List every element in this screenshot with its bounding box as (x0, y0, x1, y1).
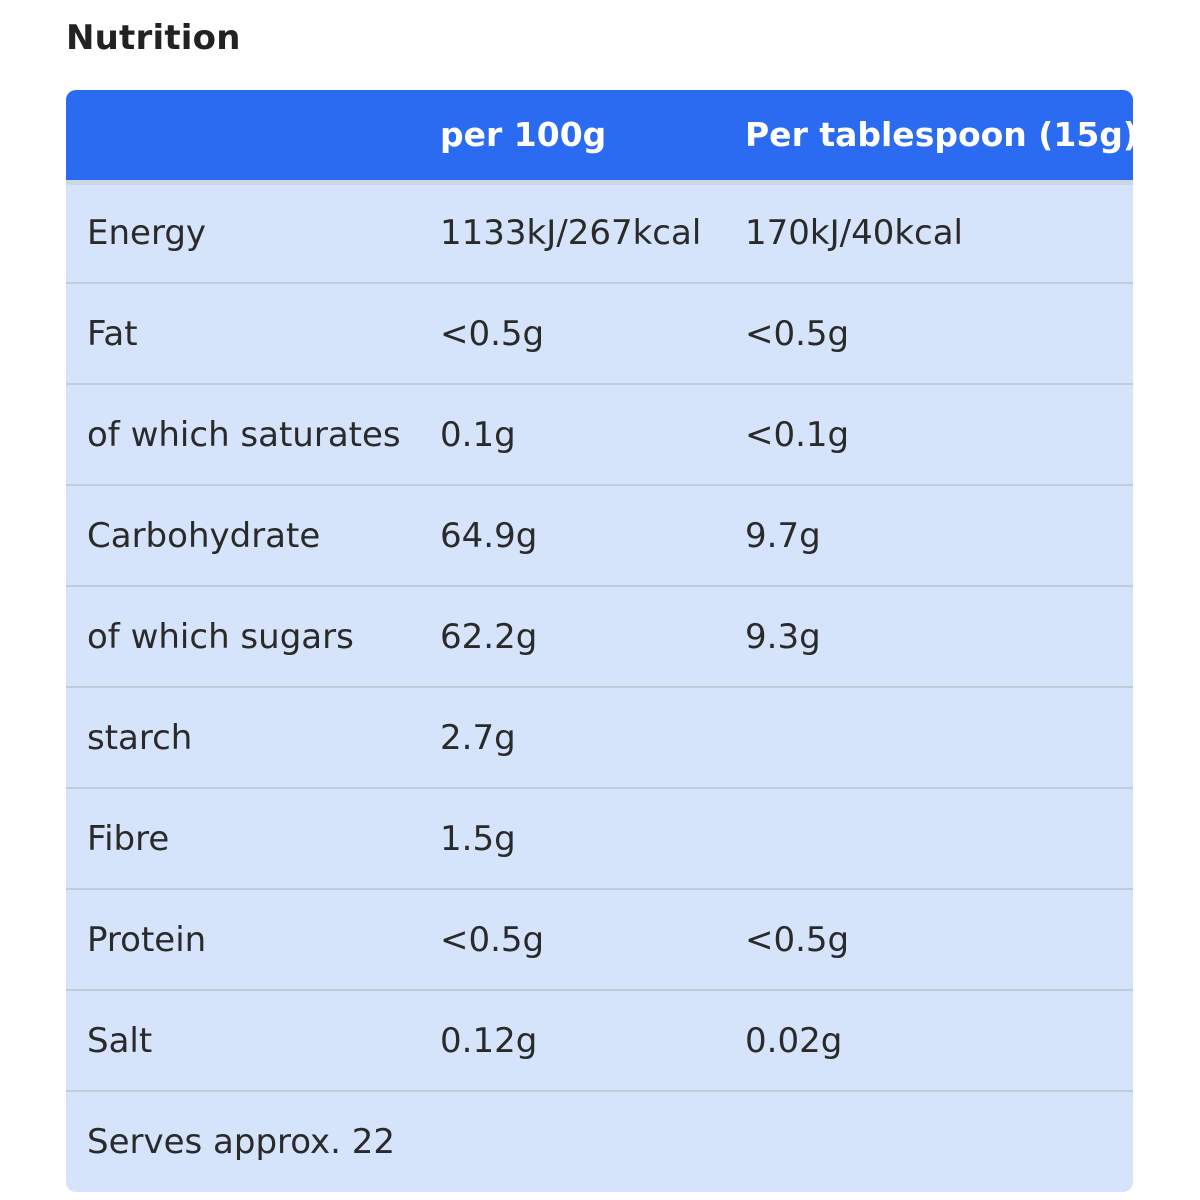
row-value-per-100g: 64.9g (440, 515, 538, 556)
row-value-per-tablespoon (724, 687, 1133, 788)
row-value-per-tablespoon: <0.5g (745, 919, 850, 960)
table-row: Energy 1133kJ/267kcal 170kJ/40kcal (66, 182, 1133, 283)
table-row: starch 2.7g (66, 687, 1133, 788)
header-cell-per-100g: per 100g (440, 115, 607, 155)
table-body: Energy 1133kJ/267kcal 170kJ/40kcal Fat <… (66, 182, 1133, 1192)
row-value-per-tablespoon (724, 1091, 1133, 1192)
row-value-per-100g (419, 1091, 724, 1192)
row-value-per-tablespoon: 9.3g (745, 616, 821, 657)
row-value-per-100g: 62.2g (440, 616, 538, 657)
row-label: Salt (87, 1020, 153, 1061)
row-value-per-tablespoon: 0.02g (745, 1020, 843, 1061)
table-row: of which saturates 0.1g <0.1g (66, 384, 1133, 485)
header-cell-per-tablespoon: Per tablespoon (15g) (745, 115, 1133, 155)
row-label: Fat (87, 313, 138, 354)
row-value-per-tablespoon: 170kJ/40kcal (745, 213, 963, 254)
table-row: Salt 0.12g 0.02g (66, 990, 1133, 1091)
row-label: of which saturates (87, 414, 401, 455)
row-value-per-100g: 0.1g (440, 414, 516, 455)
row-label: Serves approx. 22 (87, 1122, 396, 1162)
row-value-per-100g: <0.5g (440, 919, 545, 960)
row-value-per-tablespoon: 9.7g (745, 515, 821, 556)
row-label: Energy (87, 213, 207, 254)
row-value-per-tablespoon: <0.1g (745, 414, 850, 455)
nutrition-table-container: per 100g Per tablespoon (15g) Energy 113… (66, 90, 1133, 1192)
header-cell-label (66, 90, 419, 182)
row-label: Carbohydrate (87, 515, 321, 556)
row-value-per-100g: 0.12g (440, 1020, 538, 1061)
table-row: Serves approx. 22 (66, 1091, 1133, 1192)
row-label: starch (87, 717, 193, 758)
table-row: Fat <0.5g <0.5g (66, 283, 1133, 384)
row-value-per-100g: 2.7g (440, 717, 516, 758)
row-label: of which sugars (87, 616, 354, 657)
page-title: Nutrition (66, 18, 241, 58)
row-value-per-tablespoon: <0.5g (745, 313, 850, 354)
row-value-per-100g: <0.5g (440, 313, 545, 354)
row-label: Fibre (87, 818, 170, 859)
table-row: Protein <0.5g <0.5g (66, 889, 1133, 990)
row-value-per-100g: 1.5g (440, 818, 516, 859)
table-row: Carbohydrate 64.9g 9.7g (66, 485, 1133, 586)
table-row: Fibre 1.5g (66, 788, 1133, 889)
nutrition-table: per 100g Per tablespoon (15g) Energy 113… (66, 90, 1133, 1192)
row-label: Protein (87, 919, 207, 960)
table-header: per 100g Per tablespoon (15g) (66, 90, 1133, 182)
row-value-per-tablespoon (724, 788, 1133, 889)
table-row: of which sugars 62.2g 9.3g (66, 586, 1133, 687)
row-value-per-100g: 1133kJ/267kcal (440, 213, 702, 254)
header-row: per 100g Per tablespoon (15g) (66, 90, 1133, 182)
